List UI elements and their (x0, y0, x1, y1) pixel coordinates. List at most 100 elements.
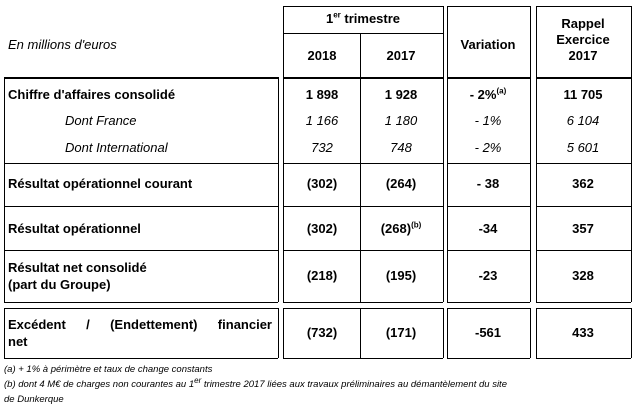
rule (443, 308, 444, 358)
rule (4, 206, 278, 207)
cell-value: 1 928 (384, 87, 418, 102)
rule (447, 6, 448, 302)
rule (4, 308, 278, 309)
rule (447, 250, 530, 251)
cell-value: - 1% (474, 113, 502, 128)
cell-value: 748 (390, 140, 412, 155)
cell-value: -23 (478, 268, 498, 283)
cell-value: - 2%(a) (470, 87, 507, 103)
cell-value: - 38 (476, 176, 500, 191)
cell-value: 433 (572, 325, 594, 340)
quarter-header-text: 1 (325, 11, 334, 26)
year-header: 2018 (307, 48, 337, 63)
rule (283, 250, 443, 251)
rule (447, 206, 530, 207)
cell-value: 1 898 (305, 87, 339, 102)
rule (283, 308, 443, 309)
cell-value: -561 (474, 325, 502, 340)
rule (360, 33, 361, 302)
cell-value: - 2% (474, 140, 502, 155)
cell-value: (218) (306, 268, 338, 283)
cell-value: (171) (385, 325, 417, 340)
rule (447, 308, 448, 358)
rule (536, 308, 537, 358)
cell-value: (195) (385, 268, 417, 283)
footnote-text: trimestre 2017 liées aux travaux prélimi… (201, 379, 507, 390)
cell-value: 1 166 (305, 113, 339, 128)
cell-value: 6 104 (566, 113, 600, 128)
rule (536, 308, 631, 309)
footnote: de Dunkerque (4, 394, 64, 406)
rule (283, 6, 443, 7)
cell-value: (302) (306, 176, 338, 191)
row-label: Dont International (65, 140, 168, 155)
rule (283, 358, 443, 359)
row-label: Résultat opérationnel (8, 221, 141, 236)
rule (283, 302, 443, 303)
cell-value: 5 601 (566, 140, 600, 155)
quarter-header-text: trimestre (340, 11, 401, 26)
rule (278, 77, 279, 302)
rule (530, 308, 531, 358)
footnote-text: (a) + 1% à périmètre et taux de change c… (4, 364, 213, 375)
rule (278, 308, 279, 358)
rule (283, 308, 284, 358)
cell-value: 357 (572, 221, 594, 236)
cell-note: (b) (411, 220, 422, 230)
rule (447, 77, 530, 79)
footnote-text: (b) dont 4 M€ de charges non courantes a… (4, 379, 195, 390)
cell-value: 1 180 (384, 113, 418, 128)
year-header: 2017 (386, 48, 416, 63)
footnote: (b) dont 4 M€ de charges non courantes a… (4, 375, 507, 391)
rappel-header: 2017 (568, 48, 598, 63)
footnote: (a) + 1% à périmètre et taux de change c… (4, 364, 212, 376)
rule (447, 308, 530, 309)
rule (283, 6, 284, 302)
row-label: Chiffre d'affaires consolidé (8, 87, 176, 102)
rule (536, 77, 631, 79)
rule (447, 302, 530, 303)
row-label: (part du Groupe) (8, 277, 111, 292)
footnote-text: de Dunkerque (4, 394, 64, 405)
rule (536, 163, 631, 164)
rule (536, 358, 631, 359)
cell-value: 11 705 (563, 87, 603, 102)
rule (360, 308, 361, 358)
rule (4, 302, 278, 303)
units-label: En millions d'euros (8, 37, 117, 52)
rule (536, 302, 631, 303)
row-label: Excédent / (Endettement) financier (8, 317, 272, 332)
rule (443, 6, 444, 302)
rule (4, 358, 278, 359)
rule (530, 6, 531, 302)
cell-text: - 2% (469, 87, 497, 102)
cell-value: 328 (572, 268, 594, 283)
cell-value: (264) (385, 176, 417, 191)
row-label: net (8, 334, 28, 349)
rule (283, 163, 443, 164)
rule (4, 308, 5, 358)
superscript: er (194, 375, 202, 385)
rule (447, 6, 530, 7)
cell-value: 362 (572, 176, 594, 191)
cell-note: (a) (496, 86, 507, 96)
rappel-header: Rappel (561, 16, 605, 31)
rule (4, 77, 278, 79)
rule (447, 163, 530, 164)
rule (536, 250, 631, 251)
cell-value: (302) (306, 221, 338, 236)
cell-text: (268) (380, 221, 412, 236)
rule (536, 6, 537, 302)
rule (283, 77, 443, 79)
row-label: Résultat net consolidé (8, 260, 147, 275)
row-label: Dont France (65, 113, 137, 128)
cell-value: -34 (478, 221, 498, 236)
superscript: er (333, 10, 341, 20)
rule (283, 33, 443, 34)
rule (4, 77, 5, 302)
variation-header: Variation (460, 37, 516, 52)
rule (4, 163, 278, 164)
rule (536, 206, 631, 207)
rappel-header: Exercice (556, 32, 610, 47)
